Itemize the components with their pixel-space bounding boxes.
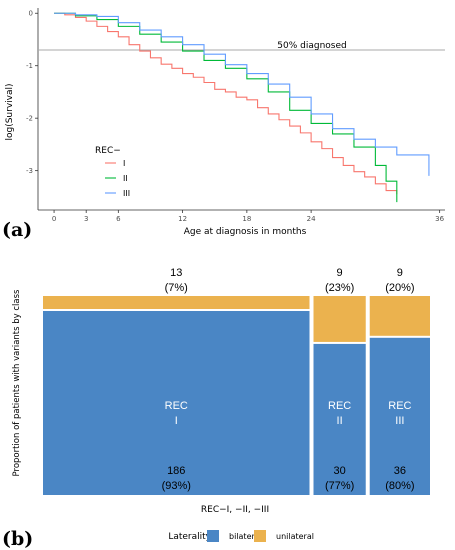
reference-label: 50% diagnosed: [277, 41, 346, 51]
y-axis-title-b: Proportion of patients with variants by …: [12, 289, 22, 477]
y-tick-label: -3: [26, 167, 33, 175]
bilateral-percent: (80%): [385, 480, 414, 492]
unilateral-percent: (23%): [325, 282, 354, 294]
x-axis-title: Age at diagnosis in months: [184, 227, 307, 237]
unilateral-percent: (7%): [165, 282, 188, 294]
x-tick-label: 36: [435, 215, 444, 223]
category-label-line1: REC: [328, 400, 351, 412]
mosaic-chart: Proportion of patients with variants by …: [2, 267, 430, 550]
bilateral-percent: (77%): [325, 480, 354, 492]
category-label-line1: REC: [165, 400, 188, 412]
legend-title: REC−: [95, 146, 121, 156]
legend-label-II: II: [123, 174, 128, 183]
y-tick-label: -2: [26, 115, 33, 123]
legend-swatch-unilateral: [254, 530, 266, 542]
mosaic-tile-bilateral: [43, 311, 310, 495]
x-tick-label: 3: [84, 215, 88, 223]
x-tick-label: 12: [178, 215, 187, 223]
x-tick-label: 24: [307, 215, 316, 223]
category-label-line2: II: [337, 415, 343, 427]
bilateral-count: 36: [394, 465, 406, 477]
legend-label-bilateral: bilateral: [229, 532, 262, 541]
legend-label-unilateral: unilateral: [276, 532, 314, 541]
survival-chart: 50% diagnosed 0 3 6 12 18 24 36 0-1-2-3 Age at…: [2, 8, 445, 241]
panel-label-b: (b): [2, 528, 33, 550]
y-tick-label: -1: [26, 62, 33, 70]
bilateral-count: 186: [167, 465, 185, 477]
bilateral-percent: (93%): [162, 480, 191, 492]
legend-label-III: III: [123, 189, 130, 198]
x-tick-label: 18: [242, 215, 251, 223]
unilateral-percent: (20%): [385, 282, 414, 294]
x-tick-label: 0: [52, 215, 56, 223]
legend-title-b: Laterality: [168, 532, 211, 542]
unilateral-count: 9: [397, 267, 403, 279]
mosaic-tile-unilateral: [43, 296, 310, 309]
unilateral-count: 13: [170, 267, 182, 279]
survival-curve-I: [54, 12, 398, 195]
survival-curve-III: [54, 12, 430, 176]
x-axis-title-b: REC−I, −II, −III: [201, 505, 269, 515]
category-label-line2: I: [175, 415, 178, 427]
unilateral-count: 9: [337, 267, 343, 279]
legend-label-I: I: [123, 159, 125, 168]
panel-label-a: (a): [2, 219, 32, 241]
mosaic-tile-bilateral: [313, 343, 366, 495]
x-tick-label: 6: [116, 215, 121, 223]
y-tick-label: 0: [29, 10, 33, 18]
y-axis-title: log(Survival): [5, 83, 15, 140]
bilateral-count: 30: [333, 465, 345, 477]
mosaic-tile-bilateral: [369, 337, 430, 495]
mosaic-tile-unilateral: [313, 296, 366, 342]
category-label-line2: III: [395, 415, 404, 427]
category-label-line1: REC: [388, 400, 411, 412]
legend-swatch-bilateral: [207, 530, 219, 542]
mosaic-tile-unilateral: [369, 296, 430, 336]
